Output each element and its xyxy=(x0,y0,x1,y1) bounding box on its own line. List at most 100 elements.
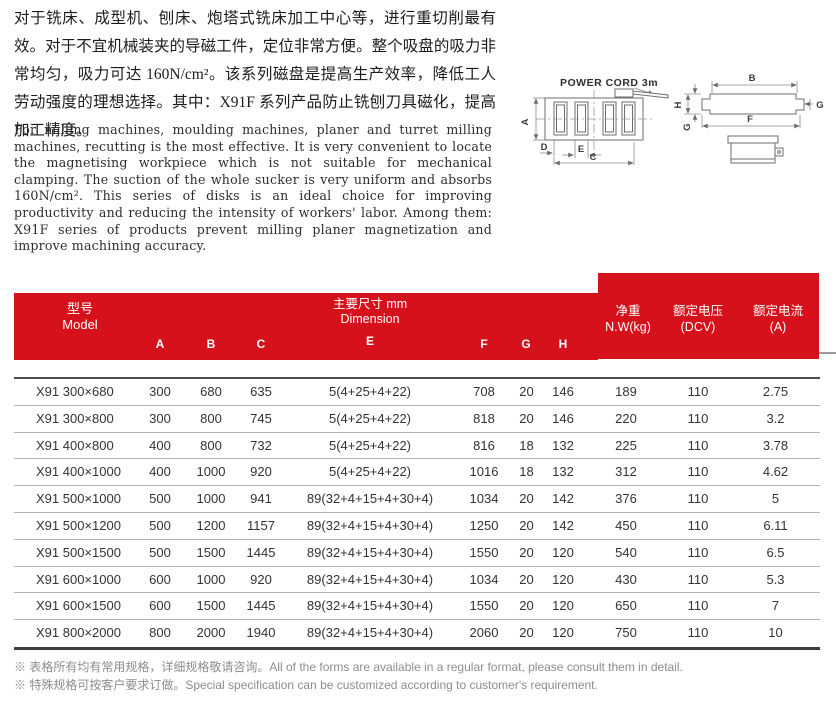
cell-e: 89(32+4+15+4+30+4) xyxy=(306,544,434,560)
cell-a: 600 xyxy=(149,571,171,587)
cell-h: 142 xyxy=(552,491,574,507)
cell-g: 18 xyxy=(519,437,534,453)
cell-volt: 110 xyxy=(687,384,709,399)
header-col-e: E xyxy=(365,334,374,348)
dim-label-h: H xyxy=(673,101,684,108)
cell-b: 1000 xyxy=(196,491,226,507)
dim-label-f: F xyxy=(747,114,753,125)
cell-e: 89(32+4+15+4+30+4) xyxy=(306,571,434,587)
table-row: X91 500×1200 500 1200 1157 89(32+4+15+4+30+4… xyxy=(14,513,820,540)
dim-label-d: D xyxy=(541,142,548,153)
cell-a: 500 xyxy=(149,517,171,533)
cell-g: 20 xyxy=(519,625,534,641)
cell-model: X91 500×1000 xyxy=(36,491,121,507)
cell-nw: 650 xyxy=(615,598,637,614)
cell-e: 5(4+25+4+22) xyxy=(328,384,412,399)
cell-volt: 110 xyxy=(687,491,709,507)
footnote-2: ※ 特殊规格可按客户要求订做。Special specification can… xyxy=(14,677,598,692)
cell-b: 1500 xyxy=(196,544,226,560)
cell-h: 132 xyxy=(552,437,574,453)
table-row: X91 500×1500 500 1500 1445 89(32+4+15+4+30+4… xyxy=(14,540,820,567)
cell-model: X91 600×1000 xyxy=(36,571,121,587)
dimension-diagram: POWER CORD 3m A D xyxy=(520,73,824,166)
cell-b: 800 xyxy=(200,437,222,453)
cell-nw: 540 xyxy=(615,544,637,560)
cell-model: X91 400×1000 xyxy=(36,464,121,480)
cell-f: 1034 xyxy=(469,571,499,587)
footnotes: ※ 表格所有均有常用规格，详细规格敬请咨询。All of the forms a… xyxy=(14,659,683,694)
power-cord-label: POWER CORD 3m xyxy=(560,77,658,89)
cell-volt: 110 xyxy=(687,571,709,587)
cell-nw: 450 xyxy=(615,517,637,533)
footnote-1: ※ 表格所有均有常用规格，详细规格敬请咨询。All of the forms a… xyxy=(14,660,683,674)
header-voltage-en: (DCV) xyxy=(680,320,716,334)
cell-c: 941 xyxy=(250,491,272,507)
cell-h: 120 xyxy=(552,544,574,560)
header-net-weight-en: N.W(kg) xyxy=(605,320,651,334)
header-current: 额定电流 (A) xyxy=(753,303,803,335)
dim-label-b: B xyxy=(749,73,756,84)
cell-f: 2060 xyxy=(469,625,499,641)
cell-b: 1000 xyxy=(196,464,226,480)
cell-b: 680 xyxy=(200,384,222,399)
cell-f: 1550 xyxy=(469,544,499,560)
cell-e: 89(32+4+15+4+30+4) xyxy=(306,625,434,641)
cell-amp: 2.75 xyxy=(762,384,789,399)
cell-f: 1550 xyxy=(469,598,499,614)
cell-h: 120 xyxy=(552,571,574,587)
header-col-g: G xyxy=(521,337,531,351)
dim-label-g-right: G xyxy=(816,100,823,111)
header-col-b: B xyxy=(206,337,216,351)
table-row: X91 600×1000 600 1000 920 89(32+4+15+4+30+4)… xyxy=(14,567,820,594)
cell-f: 818 xyxy=(473,410,495,426)
cell-a: 400 xyxy=(149,437,171,453)
cell-h: 132 xyxy=(552,464,574,480)
cell-volt: 110 xyxy=(687,544,709,560)
cell-g: 20 xyxy=(519,384,534,399)
cell-model: X91 500×1500 xyxy=(36,544,121,560)
cell-volt: 110 xyxy=(687,625,709,641)
cell-e: 89(32+4+15+4+30+4) xyxy=(306,517,434,533)
cell-a: 600 xyxy=(149,598,171,614)
header-model: 型号 Model xyxy=(14,301,146,333)
table-header-left: 型号 Model 主要尺寸 mm Dimension A B C E F G H xyxy=(14,293,598,360)
cell-b: 800 xyxy=(200,410,222,426)
cell-c: 1445 xyxy=(246,544,276,560)
header-current-cn: 额定电流 xyxy=(752,304,804,318)
cell-g: 20 xyxy=(519,410,534,426)
cell-g: 18 xyxy=(519,464,534,480)
table-row: X91 300×800 300 800 745 5(4+25+4+22) 818 20 146… xyxy=(14,406,820,433)
cell-nw: 189 xyxy=(615,384,637,399)
cell-f: 1016 xyxy=(469,464,499,480)
cell-nw: 430 xyxy=(615,571,637,587)
cell-amp: 10 xyxy=(768,625,783,641)
cell-h: 146 xyxy=(552,410,574,426)
cell-a: 800 xyxy=(149,625,171,641)
table-row: X91 300×680 300 680 635 5(4+25+4+22) 708 20 146… xyxy=(14,379,820,406)
cell-model: X91 300×800 xyxy=(36,410,114,426)
cell-g: 20 xyxy=(519,491,534,507)
cell-e: 5(4+25+4+22) xyxy=(328,437,412,453)
cell-f: 1034 xyxy=(469,491,499,507)
table-row: X91 400×1000 400 1000 920 5(4+25+4+22) 1016 18… xyxy=(14,459,820,487)
cell-b: 1000 xyxy=(196,571,226,587)
cell-volt: 110 xyxy=(687,437,709,453)
cell-a: 500 xyxy=(149,544,171,560)
header-col-h: H xyxy=(558,337,568,351)
cell-e: 89(32+4+15+4+30+4) xyxy=(306,598,434,614)
cell-model: X91 400×800 xyxy=(36,437,114,453)
cell-amp: 5 xyxy=(771,491,780,507)
cell-b: 2000 xyxy=(196,625,226,641)
cell-a: 500 xyxy=(149,491,171,507)
cell-h: 146 xyxy=(552,384,574,399)
cell-c: 745 xyxy=(250,410,272,426)
cell-amp: 7 xyxy=(771,598,780,614)
cell-amp: 6.11 xyxy=(763,517,788,533)
cell-amp: 3.78 xyxy=(762,437,789,453)
table-body: X91 300×680 300 680 635 5(4+25+4+22) 708 20 146… xyxy=(14,377,820,650)
cell-c: 732 xyxy=(250,437,272,453)
cell-volt: 110 xyxy=(687,464,709,480)
cell-model: X91 800×2000 xyxy=(36,625,121,641)
dim-label-g-left: G xyxy=(682,123,693,130)
